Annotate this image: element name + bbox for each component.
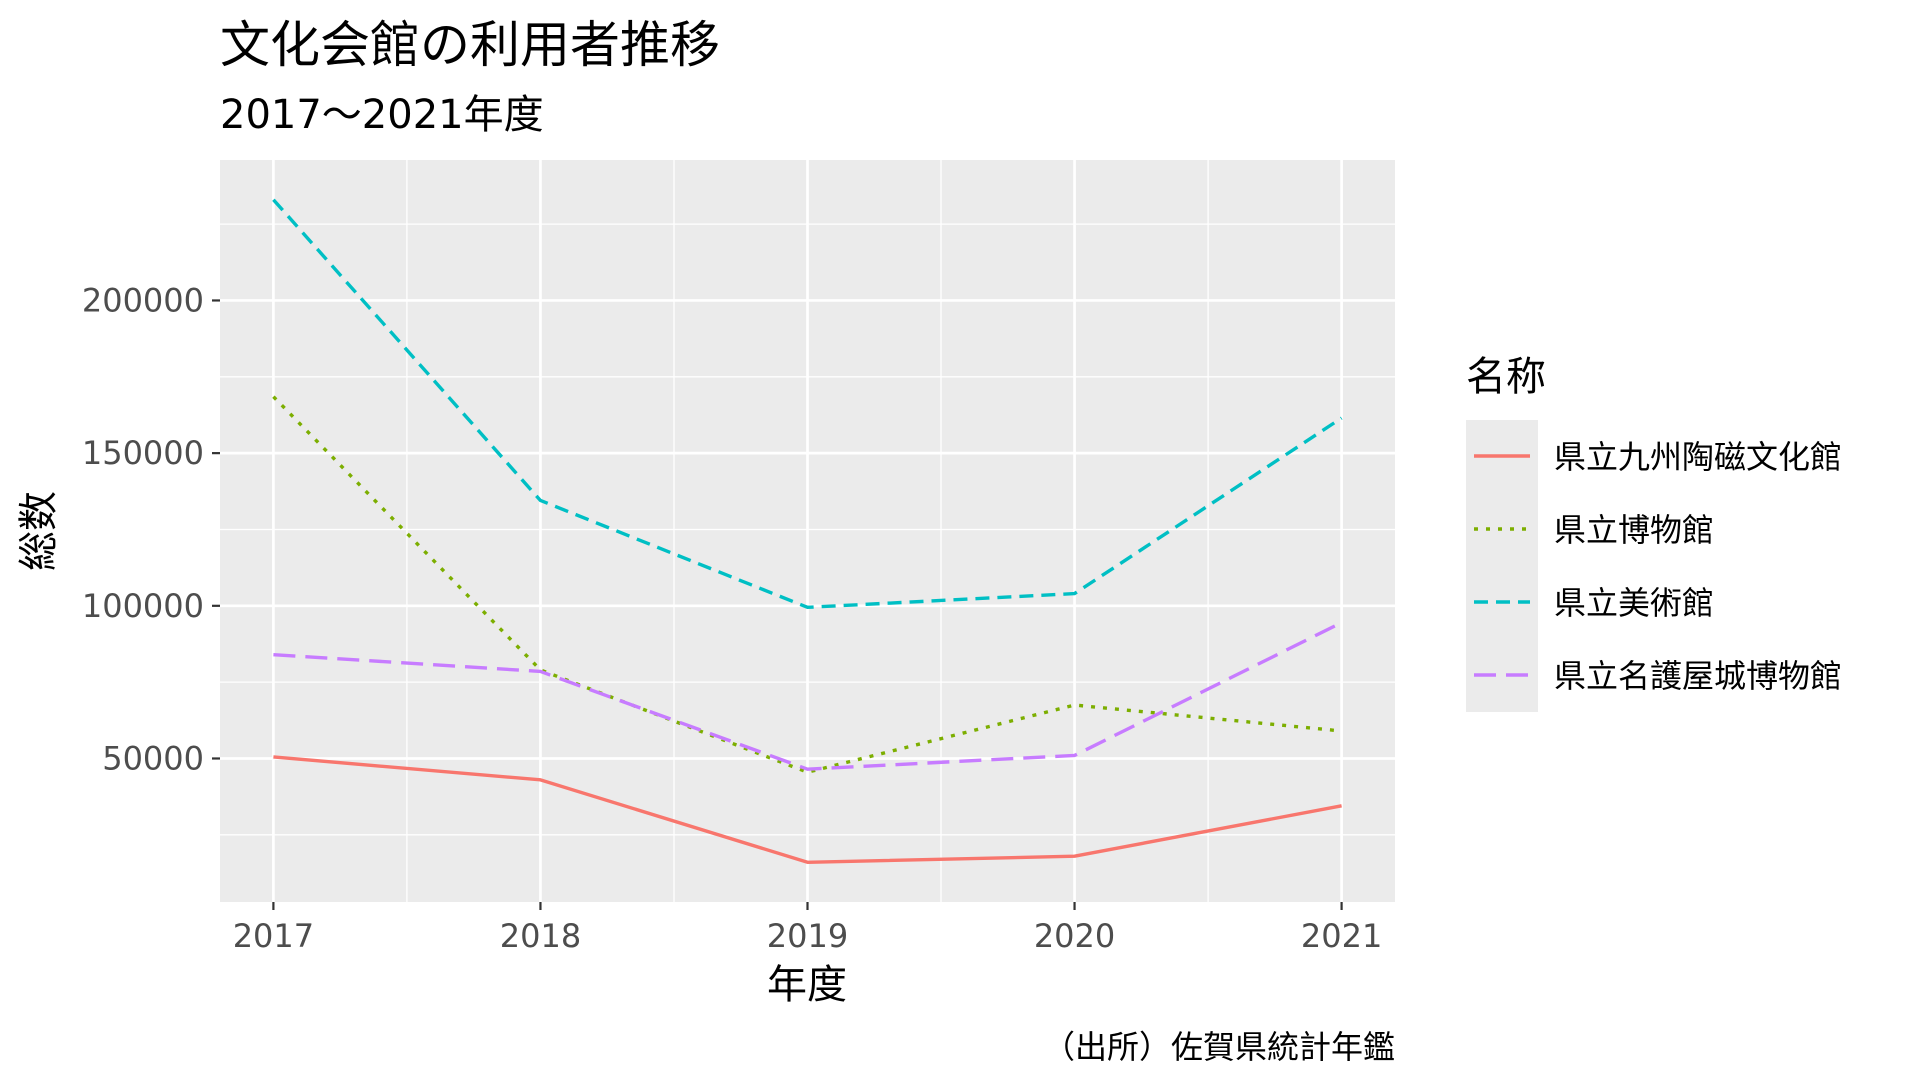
chart-title: 文化会館の利用者推移 — [220, 16, 720, 74]
x-tick-label: 2017 — [233, 917, 314, 955]
chart-caption: （出所）佐賀県統計年鑑 — [1043, 1028, 1395, 1066]
legend-label: 県立博物館 — [1554, 511, 1714, 549]
chart-subtitle: 2017～2021年度 — [220, 92, 544, 138]
legend-key-background — [1466, 420, 1538, 712]
series-line-3 — [272, 198, 1343, 610]
legend-title: 名称 — [1466, 354, 1546, 400]
x-tick-label: 2019 — [767, 917, 848, 955]
y-tick-labels: 50000 100000 150000 200000 — [82, 281, 204, 777]
series-line-2 — [272, 395, 1342, 774]
series-line-1 — [273, 755, 1342, 865]
series-layer — [272, 198, 1343, 865]
x-tick-label: 2021 — [1301, 917, 1382, 955]
y-axis-title: 総数 — [16, 491, 62, 571]
legend-label: 県立美術館 — [1554, 584, 1714, 622]
x-axis-title: 年度 — [767, 962, 847, 1008]
axis-ticks — [212, 299, 1343, 910]
legend-label: 県立九州陶磁文化館 — [1554, 438, 1842, 476]
y-tick-label: 50000 — [102, 739, 204, 777]
x-tick-label: 2020 — [1034, 917, 1115, 955]
y-tick-label: 150000 — [82, 434, 204, 472]
y-tick-label: 200000 — [82, 281, 204, 319]
series-line-4 — [273, 621, 1343, 771]
legend-label: 県立名護屋城博物館 — [1554, 657, 1842, 695]
x-tick-labels: 2017 2018 2019 2020 2021 — [233, 917, 1383, 955]
y-tick-label: 100000 — [82, 587, 204, 625]
x-tick-label: 2018 — [500, 917, 581, 955]
